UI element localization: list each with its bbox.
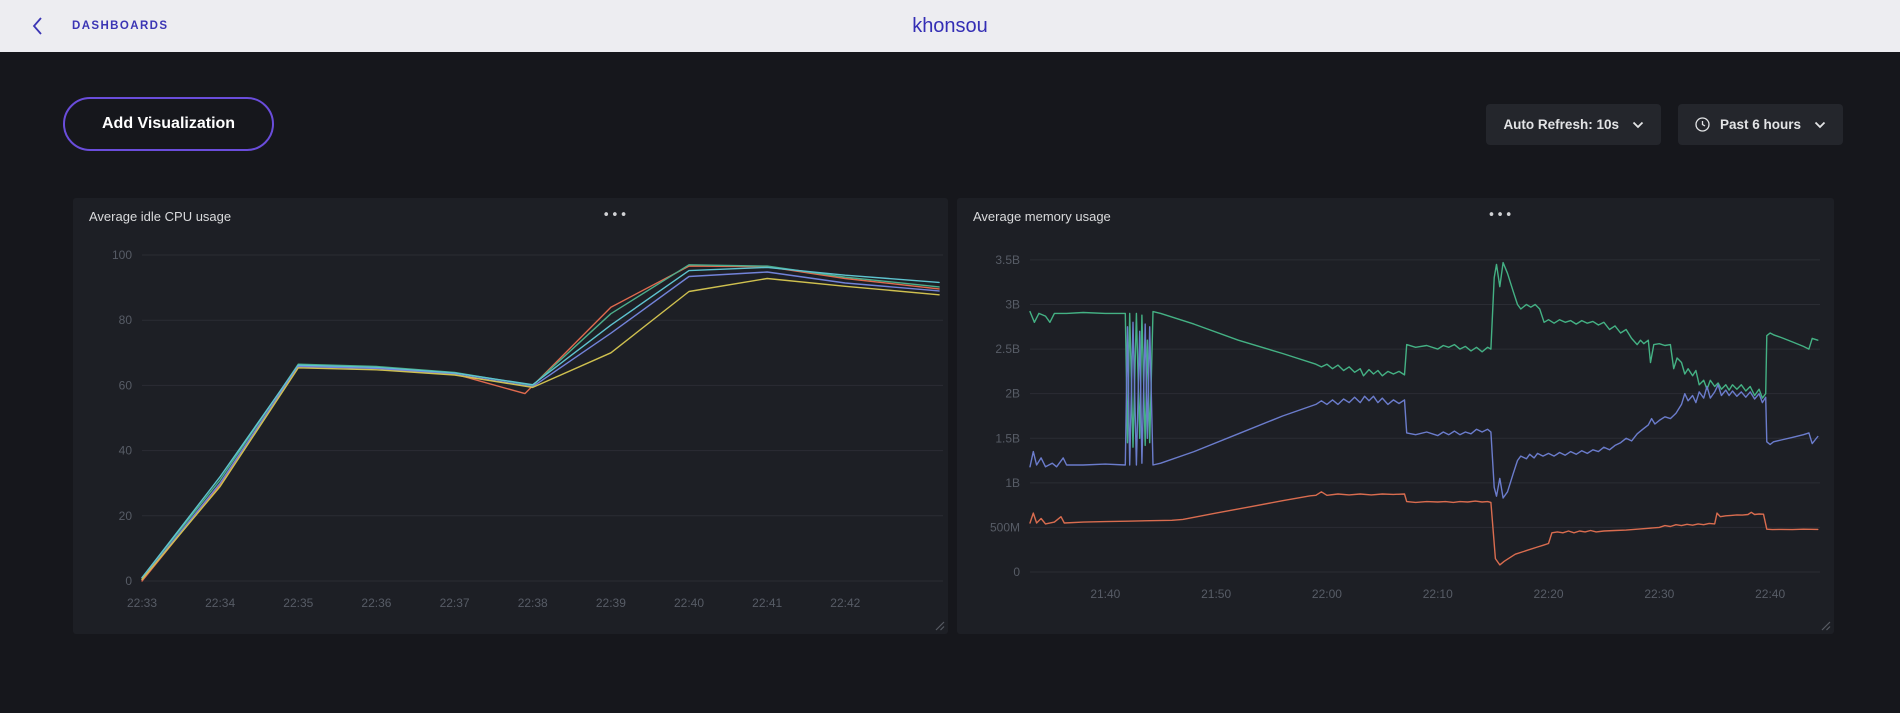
auto-refresh-label: Auto Refresh: 10s [1503, 117, 1619, 132]
time-range-label: Past 6 hours [1719, 117, 1801, 132]
auto-refresh-dropdown[interactable]: Auto Refresh: 10s [1486, 104, 1661, 145]
svg-text:22:20: 22:20 [1534, 587, 1564, 601]
panel-title: Average idle CPU usage [89, 209, 232, 224]
svg-text:22:40: 22:40 [674, 596, 704, 610]
svg-text:21:40: 21:40 [1090, 587, 1120, 601]
svg-text:21:50: 21:50 [1201, 587, 1231, 601]
svg-text:500M: 500M [990, 520, 1020, 534]
panel-header: Average memory usage ••• [957, 198, 1834, 234]
svg-text:0: 0 [1013, 565, 1020, 579]
resize-grip[interactable] [1820, 620, 1831, 631]
svg-text:22:39: 22:39 [596, 596, 626, 610]
chevron-left-icon [32, 17, 42, 35]
svg-text:0: 0 [125, 574, 132, 588]
svg-text:22:36: 22:36 [361, 596, 391, 610]
panel-menu-button[interactable]: ••• [602, 203, 628, 229]
panel-memory-usage: Average memory usage ••• 0 500M 1B 1.5B 2B 2.… [957, 198, 1834, 634]
panel-cpu-usage: Average idle CPU usage ••• 0 20 40 60 80 100 2… [73, 198, 948, 634]
svg-text:22:30: 22:30 [1644, 587, 1674, 601]
svg-text:22:41: 22:41 [752, 596, 782, 610]
panel-menu-button[interactable]: ••• [1488, 203, 1514, 229]
svg-text:100: 100 [112, 248, 132, 262]
cpu-idle-chart[interactable]: 0 20 40 60 80 100 22:33 22:34 22:35 22:36 22:37 22:… [73, 234, 948, 634]
chevron-down-icon [1814, 121, 1826, 128]
back-button[interactable] [30, 16, 44, 36]
svg-text:40: 40 [119, 444, 133, 458]
resize-grip[interactable] [934, 620, 945, 631]
svg-text:22:42: 22:42 [830, 596, 860, 610]
toolbar-right: Auto Refresh: 10s Past 6 hours [1486, 104, 1843, 145]
svg-text:1B: 1B [1005, 476, 1020, 490]
svg-text:22:10: 22:10 [1423, 587, 1453, 601]
page-title: khonsou [912, 14, 988, 37]
svg-text:22:40: 22:40 [1755, 587, 1785, 601]
svg-text:2.5B: 2.5B [995, 342, 1020, 356]
svg-text:22:35: 22:35 [283, 596, 313, 610]
breadcrumb-dashboards[interactable]: DASHBOARDS [72, 20, 169, 32]
top-header: DASHBOARDS khonsou [0, 0, 1900, 52]
svg-text:80: 80 [119, 313, 133, 327]
svg-text:22:33: 22:33 [127, 596, 157, 610]
svg-text:20: 20 [119, 509, 133, 523]
svg-text:1.5B: 1.5B [995, 431, 1020, 445]
panel-header: Average idle CPU usage ••• [73, 198, 948, 234]
panel-title: Average memory usage [973, 209, 1111, 224]
chevron-down-icon [1632, 121, 1644, 128]
svg-text:22:34: 22:34 [205, 596, 235, 610]
svg-text:60: 60 [119, 378, 133, 392]
toolbar: Add Visualization Auto Refresh: 10s Past… [0, 52, 1900, 151]
svg-text:2B: 2B [1005, 387, 1020, 401]
svg-text:3B: 3B [1005, 298, 1020, 312]
svg-text:22:00: 22:00 [1312, 587, 1342, 601]
time-range-dropdown[interactable]: Past 6 hours [1677, 104, 1843, 145]
memory-usage-chart[interactable]: 0 500M 1B 1.5B 2B 2.5B 3B 3.5B 21:40 21:50 22:00 22… [957, 234, 1834, 634]
svg-text:22:37: 22:37 [440, 596, 470, 610]
svg-text:3.5B: 3.5B [995, 253, 1020, 267]
clock-icon [1695, 117, 1710, 132]
add-visualization-button[interactable]: Add Visualization [63, 97, 275, 151]
svg-text:22:38: 22:38 [518, 596, 548, 610]
